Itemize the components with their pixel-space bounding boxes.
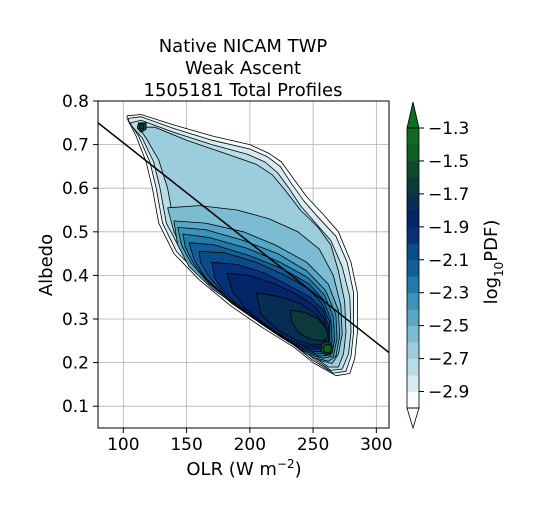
colorbar-tick-label-6: −1.7 — [428, 185, 469, 205]
colorbar-segment-5 — [407, 309, 419, 327]
colorbar-tick-label-4: −2.1 — [428, 251, 469, 271]
x-tick-label-2: 200 — [234, 435, 266, 455]
colorbar-segment-2 — [407, 358, 419, 376]
colorbar-tick-label-7: −1.5 — [428, 152, 469, 172]
colorbar-tick-label-8: −1.3 — [428, 119, 469, 139]
contour-level-13 — [289, 309, 329, 342]
y-axis-ticks: 0.1 0.2 0.3 0.4 0.5 0.6 0.7 0.8 — [62, 92, 98, 417]
colorbar-segment-6 — [407, 292, 419, 310]
colorbar-segment-11 — [407, 210, 419, 228]
colorbar-segment-1 — [407, 375, 419, 392]
regression-line-group — [98, 122, 389, 354]
colorbar-frame — [406, 127, 420, 409]
y-tick-label-7: 0.8 — [62, 92, 89, 112]
chart-title: Native NICAM TWP Weak Ascent 1505181 Tot… — [144, 36, 343, 101]
colorbar-segment-8 — [407, 259, 419, 277]
colorbar-label: log10PDF) — [481, 220, 506, 305]
y-tick-label-4: 0.5 — [62, 223, 89, 243]
regression-line — [98, 122, 389, 354]
x-axis-ticks: 100 150 200 250 300 — [107, 428, 393, 455]
x-tick-label-3: 250 — [297, 435, 329, 455]
y-tick-label-3: 0.4 — [62, 266, 89, 286]
title-line-2: Weak Ascent — [185, 58, 301, 79]
x-tick-label-1: 150 — [170, 435, 202, 455]
colorbar-extend-min — [406, 407, 420, 430]
colorbar-segment-14 — [407, 160, 419, 178]
title-line-1: Native NICAM TWP — [159, 36, 328, 57]
colorbar-tick-label-5: −1.9 — [428, 218, 469, 238]
colorbar-tick-label-3: −2.3 — [428, 284, 469, 304]
colorbar-tick-label-2: −2.5 — [428, 317, 469, 337]
x-tick-label-4: 300 — [360, 435, 392, 455]
x-tick-label-0: 100 — [107, 435, 139, 455]
colorbar: −2.9 −2.7 −2.5 −2.3 −2.1 −1.9 −1.7 −1.5 −1.3 — [406, 101, 469, 430]
colorbar-segment-15 — [407, 144, 419, 162]
contour-level-15 — [322, 343, 333, 354]
colorbar-segment-4 — [407, 325, 419, 343]
y-tick-label-5: 0.6 — [62, 179, 89, 199]
colorbar-tick-label-0: −2.9 — [428, 383, 469, 403]
y-tick-label-6: 0.7 — [62, 136, 89, 156]
colorbar-segment-7 — [407, 276, 419, 294]
colorbar-segment-10 — [407, 226, 419, 244]
colorbar-extend-max — [406, 101, 420, 129]
colorbar-segment-12 — [407, 193, 419, 211]
x-axis-label: OLR (W m−2) — [186, 457, 301, 480]
title-line-3: 1505181 Total Profiles — [144, 80, 343, 101]
y-tick-label-2: 0.3 — [62, 310, 89, 330]
colorbar-segment-0 — [407, 391, 419, 409]
colorbar-tick-label-1: −2.7 — [428, 350, 469, 370]
colorbar-segment-16 — [407, 128, 419, 145]
colorbar-segment-3 — [407, 342, 419, 359]
contour-level-17 — [139, 123, 144, 131]
colorbar-segment-13 — [407, 177, 419, 195]
contour-plot — [126, 114, 358, 377]
y-axis-label: Albedo — [36, 234, 57, 296]
plot-frame — [97, 100, 390, 429]
colorbar-segment-9 — [407, 243, 419, 261]
y-tick-label-0: 0.1 — [62, 397, 89, 417]
y-tick-label-1: 0.2 — [62, 354, 89, 374]
